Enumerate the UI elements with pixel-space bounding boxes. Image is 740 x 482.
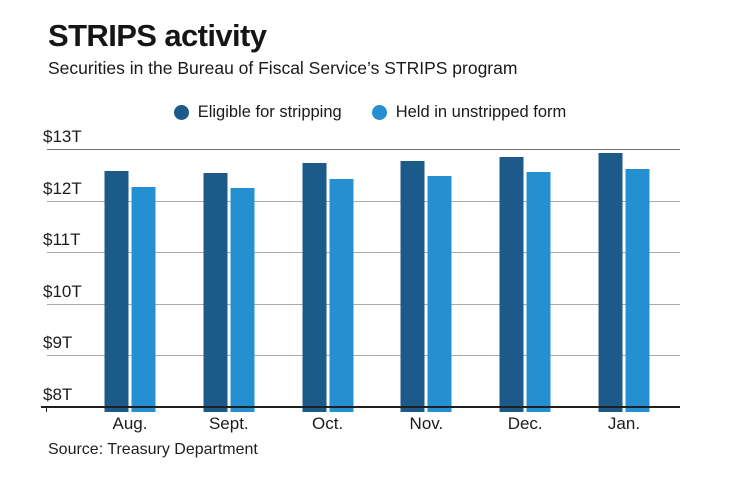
legend-label: Held in unstripped form — [395, 102, 567, 121]
legend-item: Eligible for stripping — [173, 102, 342, 122]
legend-label: Eligible for stripping — [197, 102, 342, 121]
bar — [427, 176, 452, 412]
legend-dot-icon — [371, 104, 387, 120]
legend-dot-icon — [173, 104, 189, 120]
gridline — [47, 200, 680, 202]
y-tick-label: $9T — [43, 333, 73, 353]
bar — [131, 186, 156, 412]
axis-tick — [46, 406, 47, 412]
x-tick-label: Sept. — [208, 414, 249, 433]
bar — [625, 169, 650, 412]
y-tick-label: $10T — [43, 281, 82, 301]
gridline — [47, 149, 680, 150]
x-axis-line — [41, 406, 680, 408]
bar — [203, 172, 228, 412]
bar — [499, 156, 524, 412]
bar — [230, 188, 255, 412]
bar-group — [302, 163, 354, 412]
chart-subtitle: Securities in the Bureau of Fiscal Servi… — [48, 58, 518, 78]
x-tick-label: Aug. — [112, 414, 148, 433]
bar — [329, 179, 354, 412]
gridline — [47, 252, 680, 254]
bar-group — [104, 171, 156, 412]
bar-group — [499, 156, 551, 412]
bar-group — [400, 161, 452, 412]
y-tick-label: $8T — [43, 385, 73, 404]
bar — [302, 163, 327, 412]
x-tick-label: Nov. — [409, 414, 444, 433]
y-tick-label: $12T — [43, 178, 82, 198]
gridline — [47, 303, 680, 305]
gridline — [47, 355, 680, 357]
bar-group — [203, 172, 255, 412]
bar — [400, 161, 425, 412]
plot-area: $13T $12T $11T $10T $9T $8T Aug. Sept. Oct. Nov. D… — [41, 128, 680, 433]
source-note: Source: Treasury Department — [48, 441, 258, 458]
bar — [526, 171, 551, 412]
x-tick-label: Oct. — [312, 414, 344, 433]
y-tick-label: $13T — [43, 127, 82, 146]
chart-title: STRIPS activity — [48, 18, 267, 53]
y-tick-label: $11T — [43, 230, 81, 250]
bar — [104, 171, 129, 412]
bar-group — [598, 153, 650, 412]
x-tick-label: Dec. — [507, 414, 543, 433]
bar — [598, 153, 623, 412]
legend: Eligible for stripping Held in unstripped… — [0, 102, 740, 122]
legend-item: Held in unstripped form — [371, 102, 567, 122]
x-tick-label: Jan. — [607, 414, 641, 433]
